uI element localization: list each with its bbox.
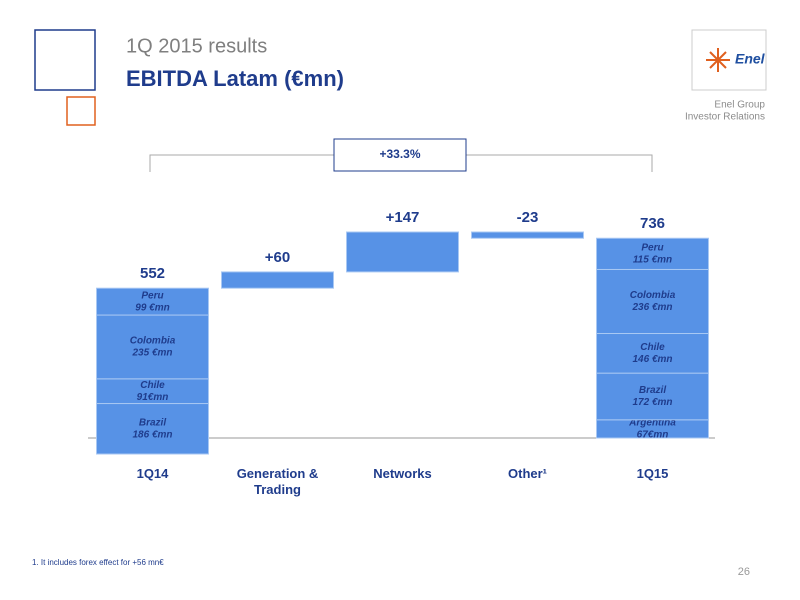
segment (596, 237, 709, 270)
segment-name: Chile (140, 380, 165, 391)
segment-name: Peru (141, 290, 163, 301)
segment-value: 115 €mn (633, 254, 672, 265)
logo-sun (706, 48, 730, 72)
segment-value: 99 €mn (135, 302, 169, 313)
segment-name: Peru (641, 242, 663, 253)
segment-name: Chile (640, 342, 665, 353)
segment (596, 372, 709, 421)
category-label-box: 1Q15 (636, 466, 669, 481)
segment-name: Argentina (628, 418, 676, 429)
segment (96, 287, 209, 316)
category-label-box: 1Q14 (136, 466, 169, 481)
segment (96, 403, 209, 455)
segment (596, 268, 709, 335)
value-label: 552 (140, 265, 165, 282)
segment (96, 314, 209, 380)
value-label: +147 (386, 209, 420, 226)
segment-value: 186 €mn (132, 429, 172, 440)
department: Investor Relations (685, 112, 765, 123)
delta-bar (346, 231, 459, 273)
slide-subtitle: EBITDA Latam (€mn) (126, 66, 344, 91)
category-label: 1Q14 (136, 466, 169, 481)
segment-value: 235 €mn (131, 348, 172, 359)
delta-bar (471, 231, 584, 239)
category-label: Other¹ (508, 466, 547, 481)
segment-name: Colombia (130, 336, 176, 347)
deco-square-small (66, 96, 96, 126)
segment-value: 67€mn (637, 430, 669, 441)
segment (596, 333, 709, 374)
category-label-box: Generation & Trading (236, 466, 319, 497)
category-label: Generation & Trading (236, 466, 319, 497)
logo-text: Enel (735, 51, 766, 67)
value-label: -23 (517, 209, 539, 226)
category-label: 1Q15 (636, 466, 669, 481)
category-label-box: Networks (373, 466, 432, 481)
slide-title: 1Q 2015 results (126, 35, 267, 57)
segment-value: 146 €mn (632, 354, 672, 365)
value-label: +60 (265, 249, 290, 266)
growth-annotation: +33.3% (379, 147, 420, 161)
segment-name: Colombia (630, 290, 676, 301)
segment (96, 378, 209, 405)
category-label: Networks (373, 466, 432, 481)
category-label-box: Other¹ (508, 466, 547, 481)
deco-square (34, 29, 96, 91)
growth-box (333, 138, 467, 172)
segment-name: Brazil (139, 417, 166, 428)
segment-value: 172 €mn (632, 397, 672, 408)
segment-value: 236 €mn (631, 302, 672, 313)
company: Enel Group (714, 100, 765, 111)
footnote: 1. It includes forex effect for +56 mn€ (32, 558, 164, 567)
delta-bar (221, 271, 334, 289)
segment-name: Brazil (639, 385, 666, 396)
page-number: 26 (738, 566, 750, 578)
segment-value: 91€mn (137, 392, 169, 403)
value-label: 736 (640, 215, 665, 232)
